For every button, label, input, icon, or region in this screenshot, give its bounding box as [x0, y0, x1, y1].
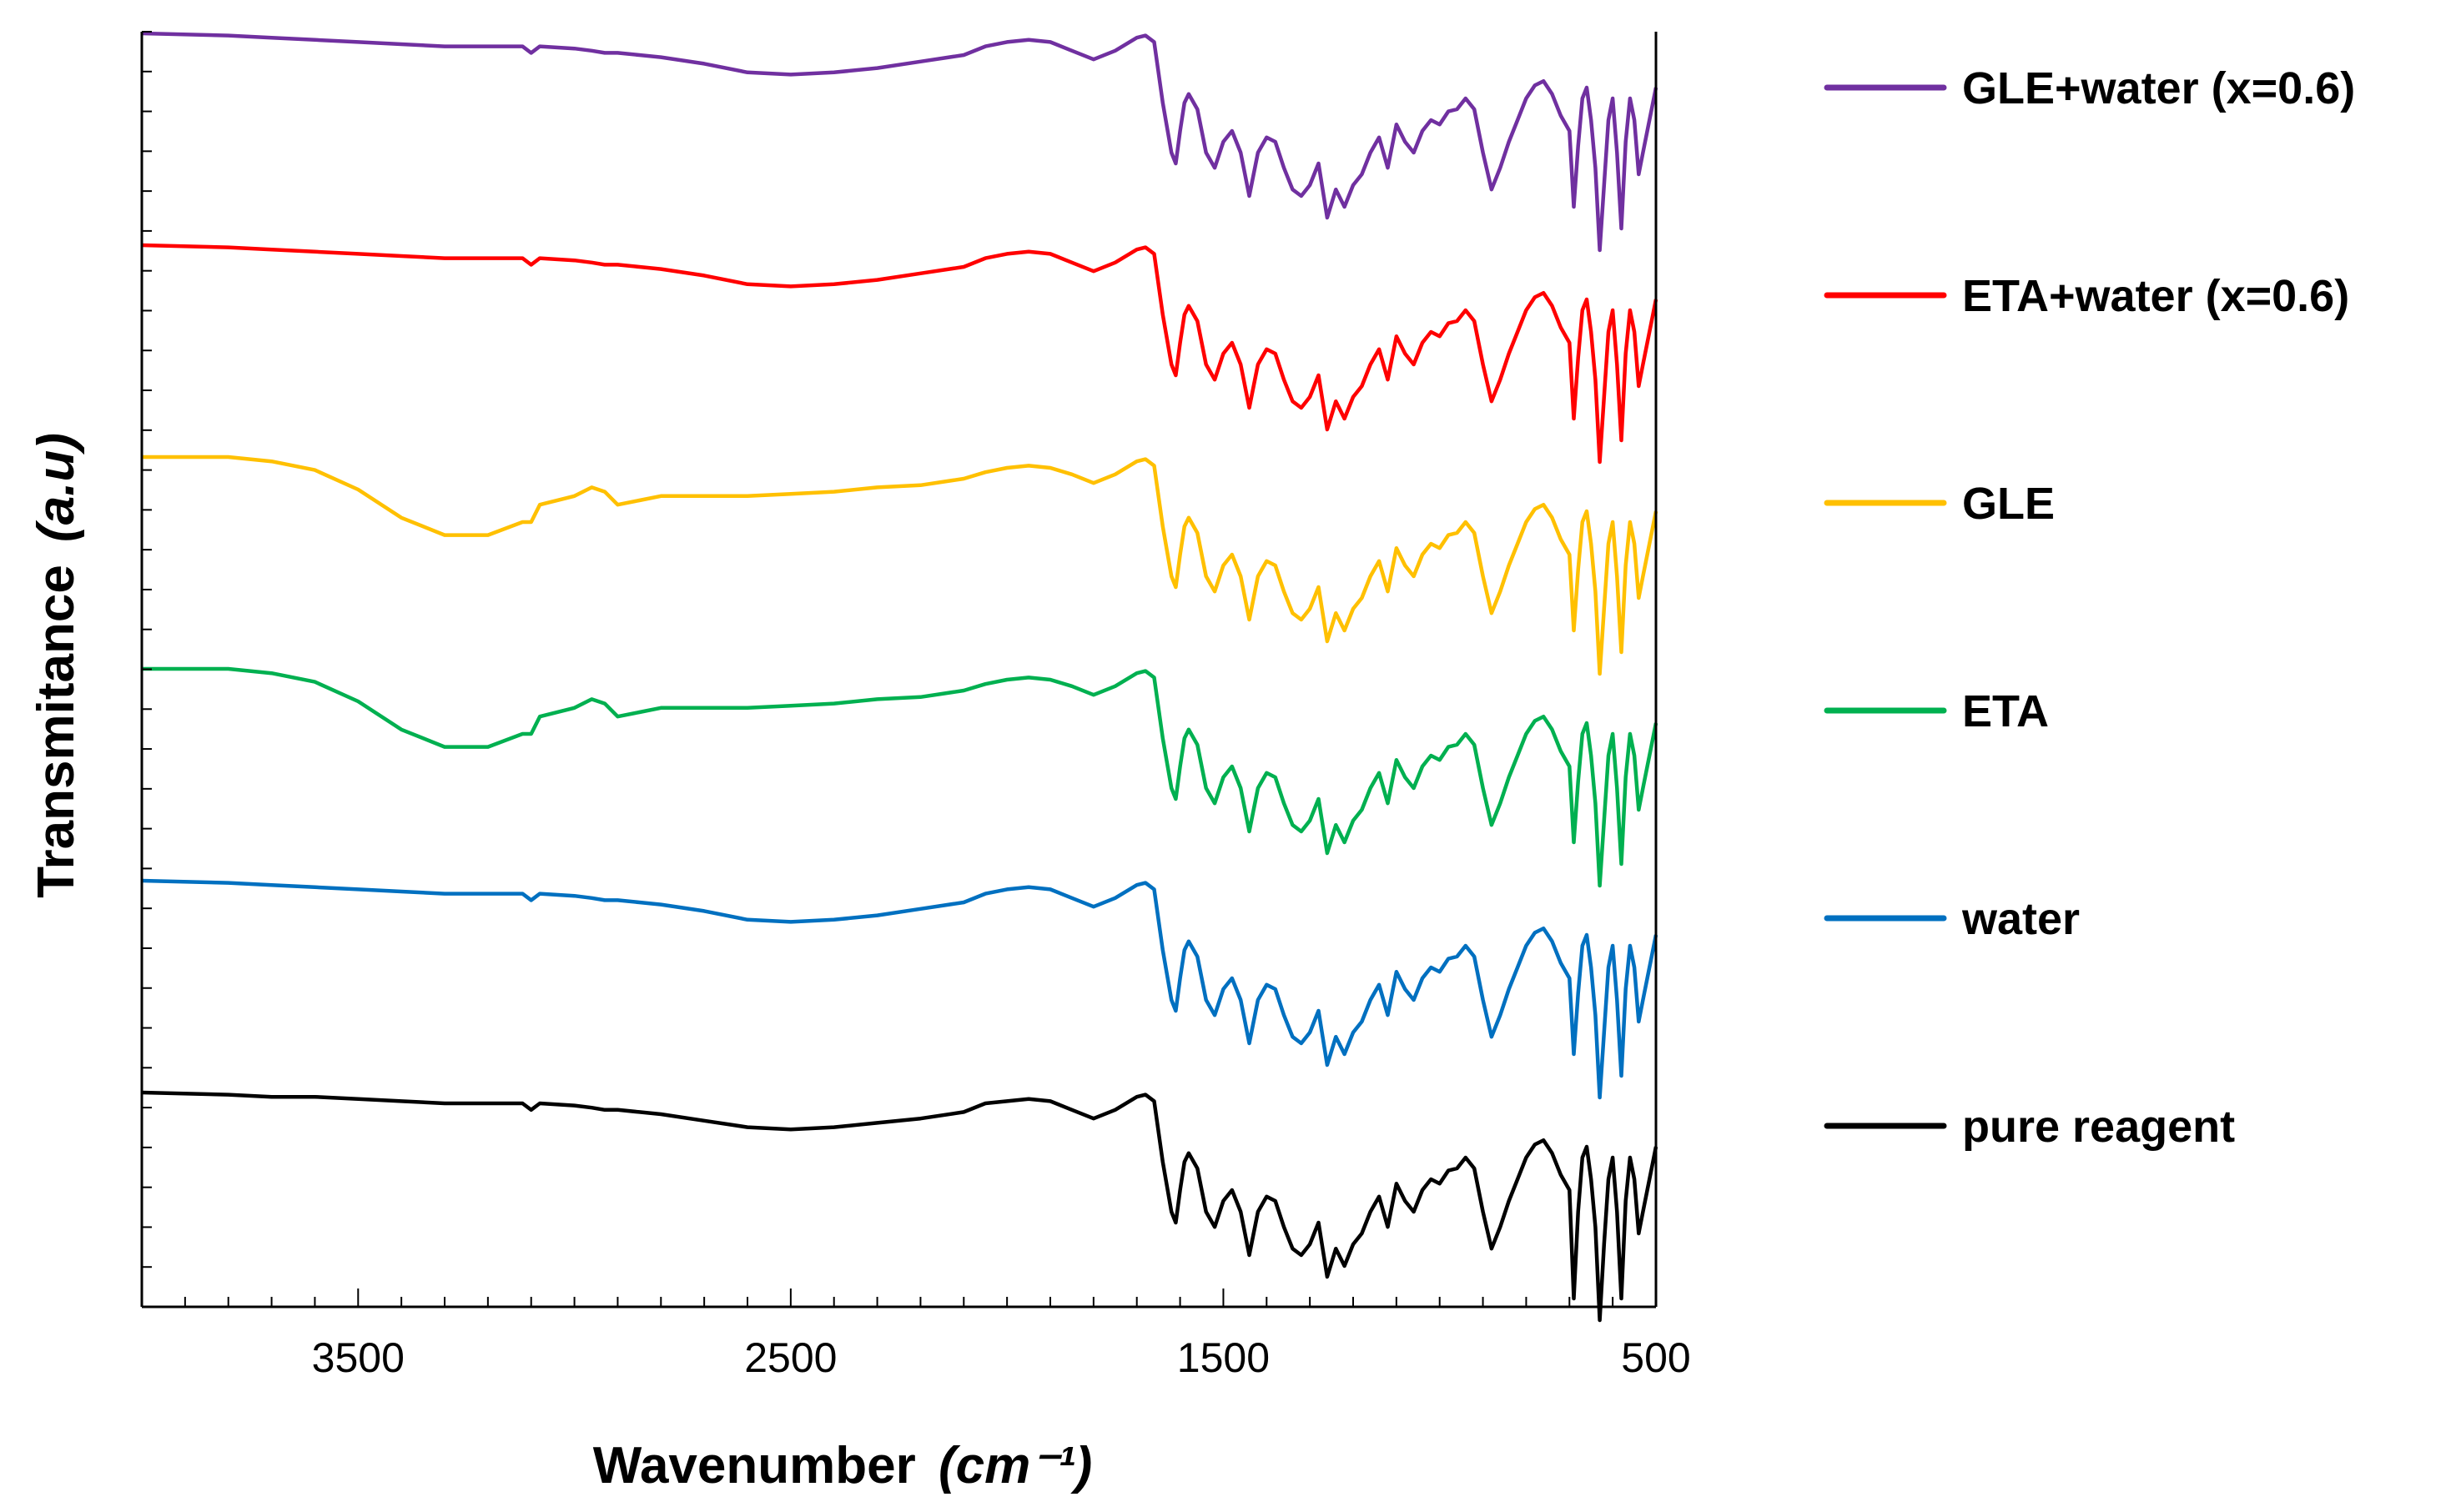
legend-item: pure reagent: [1824, 1102, 2235, 1152]
legend-item: ETA: [1824, 686, 2049, 736]
x-axis-title: Wavenumber (cm⁻¹): [593, 1437, 1093, 1494]
series-line-water: [141, 878, 1658, 1100]
legend-item: GLE: [1824, 479, 2055, 529]
x-tick-label: 1500: [1177, 1334, 1270, 1381]
y-axis-title: Transmitance (a.u): [28, 433, 85, 898]
series-line-eta-water-x-0-6-: [141, 243, 1658, 465]
legend-item: ETA+water (x=0.6): [1824, 271, 2349, 321]
legend-label: pure reagent: [1962, 1102, 2235, 1152]
legend-label: ETA: [1962, 686, 2049, 736]
legend-label: GLE+water (x=0.6): [1962, 63, 2355, 113]
axes-layer: [140, 32, 1658, 1309]
x-tick-label: 3500: [312, 1334, 405, 1381]
legend-label: ETA+water (x=0.6): [1962, 271, 2349, 321]
series-line-eta: [142, 666, 1658, 888]
x-tick-label: 2500: [744, 1334, 837, 1381]
x-tick-label: 500: [1621, 1334, 1690, 1381]
legend: GLE+water (x=0.6) ETA+water (x=0.6) GLE ETA…: [1824, 63, 2355, 1152]
series-line-gle: [142, 455, 1658, 676]
series-line-gle-water-x-0-6-: [141, 31, 1658, 253]
legend-item: GLE+water (x=0.6): [1824, 63, 2355, 113]
legend-label: GLE: [1962, 479, 2055, 529]
legend-label: water: [1961, 894, 2080, 944]
ticks-layer: 3500 2500 1500 500: [141, 31, 1691, 1381]
series-line-pure-reagent: [141, 1090, 1658, 1323]
legend-item: water: [1824, 894, 2080, 944]
series-layer: [141, 31, 1658, 1323]
